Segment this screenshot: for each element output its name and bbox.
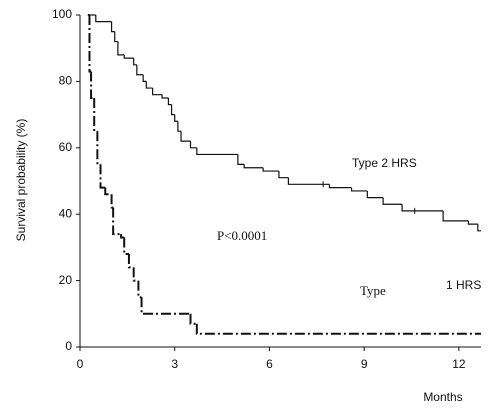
survival-step <box>467 220 478 225</box>
survival-step <box>167 98 172 106</box>
survival-step <box>123 54 134 59</box>
survival-step <box>401 204 444 212</box>
survival-step <box>137 280 142 299</box>
survival-step <box>195 323 481 335</box>
x-tick-label: 9 <box>361 357 368 371</box>
survival-step <box>177 121 182 132</box>
survival-step <box>174 114 178 122</box>
survival-step <box>189 313 197 325</box>
survival-step <box>112 207 122 236</box>
series-label: Type 2 HRS <box>352 156 417 170</box>
survival-step <box>262 167 279 172</box>
survival-step <box>152 88 163 96</box>
y-axis-label: Survival probability (%) <box>14 119 28 242</box>
survival-step <box>145 81 153 89</box>
survival-step <box>161 94 169 99</box>
survival-step <box>99 164 106 189</box>
survival-step <box>95 15 112 23</box>
survival-step <box>117 41 125 56</box>
survival-step <box>140 297 191 315</box>
x-axis-label: Months <box>423 390 462 404</box>
x-tick-label: 3 <box>171 357 178 371</box>
survival-step <box>382 197 403 205</box>
survival-step <box>142 74 147 82</box>
survival-step <box>442 210 469 222</box>
survival-step <box>104 187 112 196</box>
survival-step <box>196 147 238 156</box>
y-tick-label: 40 <box>59 206 73 220</box>
survival-step <box>90 71 95 99</box>
survival-step <box>350 187 368 192</box>
survival-step <box>110 21 115 33</box>
survival-step <box>477 224 481 232</box>
y-tick-label: 0 <box>65 339 72 353</box>
survival-step <box>328 184 352 189</box>
x-tick-label: 0 <box>77 357 84 371</box>
survival-step <box>170 104 175 116</box>
annotation: Type <box>360 283 386 298</box>
y-tick-label: 60 <box>59 140 73 154</box>
annotation: P<0.0001 <box>217 228 267 243</box>
annotation: 1 HRS <box>446 278 481 292</box>
survival-step <box>243 164 264 169</box>
survival-step <box>132 267 139 282</box>
y-tick-label: 80 <box>59 74 73 88</box>
survival-step <box>120 234 125 239</box>
survival-step <box>88 15 92 73</box>
survival-step <box>136 64 144 76</box>
survival-step <box>133 58 137 66</box>
survival-step <box>237 154 245 165</box>
x-tick-label: 6 <box>266 357 273 371</box>
survival-step <box>110 194 114 209</box>
y-tick-label: 100 <box>52 7 72 21</box>
survival-step <box>127 254 134 269</box>
survival-step <box>93 98 98 133</box>
survival-step <box>366 190 384 199</box>
y-tick-label: 20 <box>59 273 73 287</box>
survival-step <box>278 171 289 179</box>
survival-step <box>180 131 191 142</box>
survival-step <box>189 141 197 149</box>
survival-step <box>96 131 101 166</box>
survival-step <box>287 177 330 185</box>
x-tick-label: 12 <box>452 357 466 371</box>
survival-step <box>114 31 118 43</box>
survival-step <box>123 237 129 256</box>
